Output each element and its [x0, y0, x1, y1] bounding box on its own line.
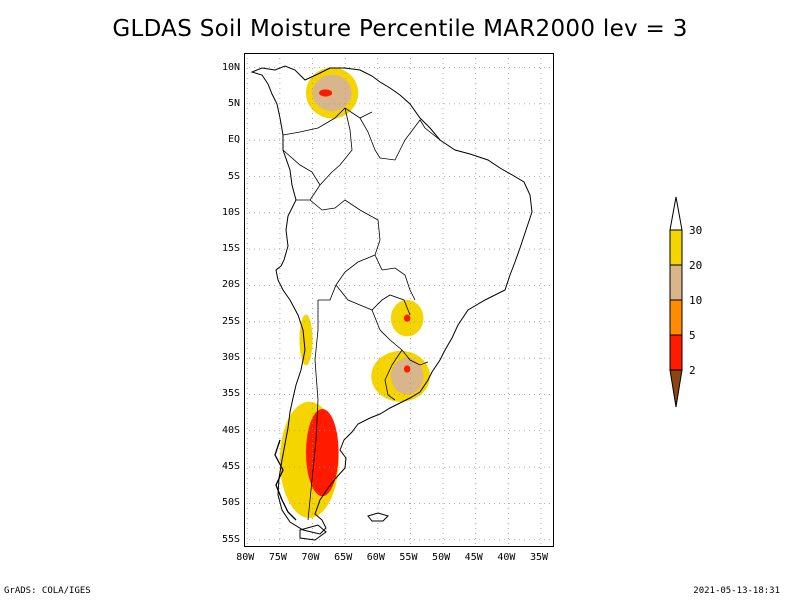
- moisture-region-10-20: [390, 358, 424, 395]
- legend-label-2: 2: [689, 364, 696, 377]
- lon-label: 40W: [497, 552, 516, 563]
- lat-label: 15S: [221, 243, 240, 255]
- moisture-region-2-5: [319, 89, 333, 97]
- lon-label: 55W: [399, 552, 418, 563]
- graticule: [244, 53, 554, 547]
- lat-label: 50S: [221, 497, 240, 509]
- lat-label: EQ: [227, 134, 240, 146]
- lon-label: 65W: [334, 552, 353, 563]
- lat-label: 10S: [221, 206, 240, 218]
- lat-label: 5S: [227, 170, 240, 182]
- footer-left: GrADS: COLA/IGES: [4, 586, 91, 596]
- lon-label: 80W: [236, 552, 255, 563]
- legend-label-20: 20: [689, 259, 703, 272]
- falkland-islands: [367, 512, 389, 522]
- moisture-region-20-30: [299, 314, 313, 366]
- coastline-outline: [250, 65, 533, 541]
- lon-label: 45W: [464, 552, 483, 563]
- chile-archipelago: [274, 439, 297, 521]
- south-america-coastline: [250, 65, 533, 535]
- map-title: GLDAS Soil Moisture Percentile MAR2000 l…: [112, 16, 688, 42]
- lat-label: 25S: [221, 315, 240, 327]
- country-borders: [282, 107, 441, 521]
- lat-label: 55S: [221, 533, 240, 545]
- tierra-del-fuego: [299, 524, 327, 541]
- lon-label: 50W: [432, 552, 451, 563]
- footer-right: 2021-05-13-18:31: [693, 586, 780, 596]
- legend-label-30: 30: [689, 224, 703, 237]
- lon-label: 35W: [529, 552, 548, 563]
- lat-label: 20S: [221, 279, 240, 291]
- lat-label: 30S: [221, 352, 240, 364]
- moisture-shading: [279, 67, 431, 518]
- legend-label-10: 10: [689, 294, 703, 307]
- lat-label: 5N: [227, 97, 240, 109]
- lon-label: 70W: [301, 552, 320, 563]
- moisture-region-2-5: [403, 314, 411, 322]
- legend-label-5: 5: [689, 329, 696, 342]
- map-frame: [244, 53, 554, 547]
- lat-label: 10N: [221, 61, 240, 73]
- lat-label: 40S: [221, 424, 240, 436]
- lat-label: 35S: [221, 388, 240, 400]
- lon-label: 60W: [366, 552, 385, 563]
- moisture-region-2-5: [403, 365, 411, 373]
- lat-label: 45S: [221, 461, 240, 473]
- lon-label: 75W: [268, 552, 287, 563]
